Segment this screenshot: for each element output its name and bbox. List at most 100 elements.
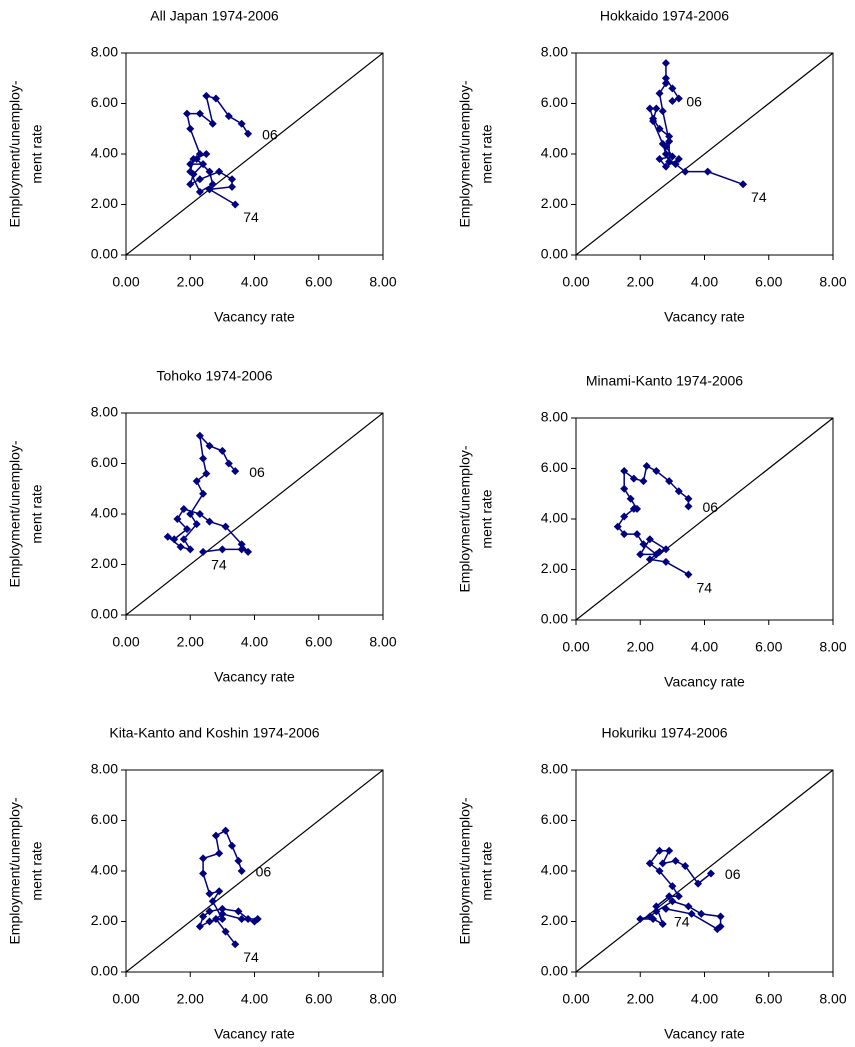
y-tick-label: 6.00 (91, 811, 118, 827)
point (674, 155, 683, 164)
x-tick-label: 4.00 (241, 274, 268, 290)
point (221, 826, 230, 835)
y-tick-label: 4.00 (541, 145, 568, 161)
point (739, 180, 748, 189)
point (237, 119, 246, 128)
y-tick-label: 8.00 (91, 404, 118, 420)
point (221, 522, 230, 531)
chart: Hokkaido 1974-2006 0.00 2.00 4.00 6.00 8.00 0.… (457, 8, 847, 325)
y-tick-label: 0.00 (541, 246, 568, 262)
point (179, 504, 188, 513)
chart: Minami-Kanto 1974-2006 0.00 2.00 4.00 6.00 8.… (457, 373, 847, 690)
annotation: 06 (256, 864, 272, 880)
chart: Kita-Kanto and Koshin 1974-2006 0.00 2.00 4… (7, 725, 397, 1042)
x-tick-label: 4.00 (241, 634, 268, 650)
chart-title: Kita-Kanto and Koshin 1974-2006 (109, 725, 319, 741)
point (231, 940, 240, 949)
point (199, 912, 208, 921)
point (205, 185, 214, 194)
point (234, 907, 243, 916)
point (195, 175, 204, 184)
point (208, 180, 217, 189)
point (199, 854, 208, 863)
point (665, 477, 674, 486)
point (244, 914, 253, 923)
point (195, 922, 204, 931)
y-axis-label: Employment/unemploy- (457, 445, 473, 592)
point (186, 160, 195, 169)
y-tick-label: 0.00 (541, 611, 568, 627)
point (681, 861, 690, 870)
point (668, 84, 677, 93)
point (620, 530, 629, 539)
point (186, 180, 195, 189)
point (658, 859, 667, 868)
point (224, 112, 233, 121)
point (228, 175, 237, 184)
point (195, 109, 204, 118)
y-tick-label: 2.00 (91, 195, 118, 211)
point (237, 867, 246, 875)
point (684, 494, 693, 503)
point (234, 856, 243, 865)
point (655, 155, 664, 164)
point (661, 162, 670, 171)
point (176, 542, 185, 551)
point (703, 167, 712, 176)
y-tick-label: 6.00 (541, 811, 568, 827)
x-tick-label: 0.00 (112, 991, 139, 1007)
chart: All Japan 1974-2006 0.00 2.00 4.00 6.00 8.00 0… (7, 8, 397, 325)
point (706, 869, 715, 878)
point (195, 187, 204, 196)
y-axis-label: ment rate (479, 841, 495, 900)
point (186, 124, 195, 133)
y-axis-label: ment rate (29, 124, 45, 183)
point (202, 150, 211, 158)
chart: Tohoko 1974-2006 0.00 2.00 4.00 6.00 8.00 0.00… (7, 368, 397, 685)
point (244, 129, 253, 138)
point (674, 94, 683, 103)
y-tick-label: 8.00 (91, 44, 118, 60)
y-axis-label: ment rate (29, 841, 45, 900)
x-tick-label: 8.00 (819, 991, 846, 1007)
annotation: 74 (243, 209, 259, 225)
point (661, 79, 670, 88)
point (639, 540, 648, 549)
point (202, 91, 211, 100)
point (626, 494, 635, 503)
y-tick-label: 8.00 (541, 44, 568, 60)
point (645, 104, 654, 113)
reference-diagonal (575, 417, 834, 621)
point (192, 520, 201, 529)
point (620, 467, 629, 476)
point (211, 914, 220, 923)
x-tick-label: 2.00 (177, 991, 204, 1007)
point (228, 841, 237, 850)
chart-title: Minami-Kanto 1974-2006 (586, 373, 743, 389)
annotation: 74 (696, 579, 712, 595)
annotation: 06 (262, 127, 278, 143)
x-axis-label: Vacancy rate (214, 669, 295, 685)
reference-diagonal (125, 412, 384, 616)
point (218, 904, 227, 913)
y-tick-label: 0.00 (91, 963, 118, 979)
point (253, 914, 262, 923)
point (215, 849, 224, 858)
point (199, 454, 208, 463)
point (208, 897, 217, 906)
x-axis-label: Vacancy rate (664, 1026, 745, 1042)
point (684, 902, 693, 911)
annotation: 06 (725, 866, 741, 882)
point (179, 535, 188, 544)
point (202, 469, 211, 478)
point (189, 155, 198, 164)
point (211, 831, 220, 840)
y-tick-label: 4.00 (91, 862, 118, 878)
series-line (186, 94, 249, 206)
y-axis-label: Employment/unemploy- (7, 80, 23, 227)
point (674, 892, 683, 901)
y-tick-label: 4.00 (91, 505, 118, 521)
point (224, 459, 233, 468)
point (636, 914, 645, 923)
point (668, 152, 677, 161)
